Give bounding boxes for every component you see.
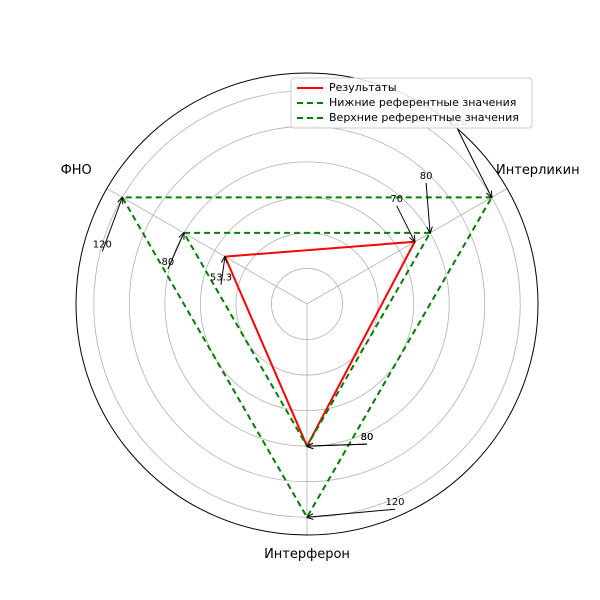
category-label: ФНО	[61, 163, 92, 178]
annotation-label: 80	[162, 257, 175, 268]
series-line	[224, 240, 416, 448]
legend-label: Результаты	[329, 81, 397, 94]
annotation: 70	[390, 194, 414, 242]
annotation-label: 80	[420, 171, 433, 182]
annotation-arrow	[396, 205, 415, 242]
series-line	[182, 231, 432, 448]
annotation-label: 70	[390, 194, 403, 205]
legend-label: Нижние референтные значения	[329, 96, 516, 109]
annotation: 120	[93, 197, 123, 252]
series-line	[121, 196, 493, 519]
annotation-label: 53.3	[210, 273, 232, 284]
axis-spoke	[306, 188, 508, 305]
annotation-arrow	[220, 257, 225, 285]
annotation-arrow	[167, 233, 184, 270]
legend: Результаты Нижние референтные значения Вер…	[290, 77, 533, 129]
annotation-arrow	[457, 129, 492, 197]
annotation-arrow	[101, 197, 122, 252]
legend-label: Верхние референтные значения	[329, 111, 519, 124]
annotation-arrow	[307, 444, 368, 446]
legend-box	[290, 77, 533, 129]
annotation: 80	[420, 171, 433, 233]
annotation-label: 120	[385, 497, 404, 508]
annotation: 80	[162, 233, 184, 270]
annotation-arrow	[307, 508, 396, 517]
axis-spoke	[106, 188, 308, 305]
annotation-label: 120	[93, 239, 112, 250]
annotation-label: 80	[361, 432, 374, 443]
polar-frame	[75, 72, 539, 536]
annotation: 80	[307, 432, 373, 446]
annotation: 120	[307, 497, 405, 517]
annotation-arrow	[425, 182, 430, 233]
category-label: Интерликин	[496, 163, 580, 178]
annotation: 53.3	[210, 257, 232, 285]
category-label: Интерферон	[264, 547, 350, 562]
annotation-label: 80	[361, 432, 374, 443]
